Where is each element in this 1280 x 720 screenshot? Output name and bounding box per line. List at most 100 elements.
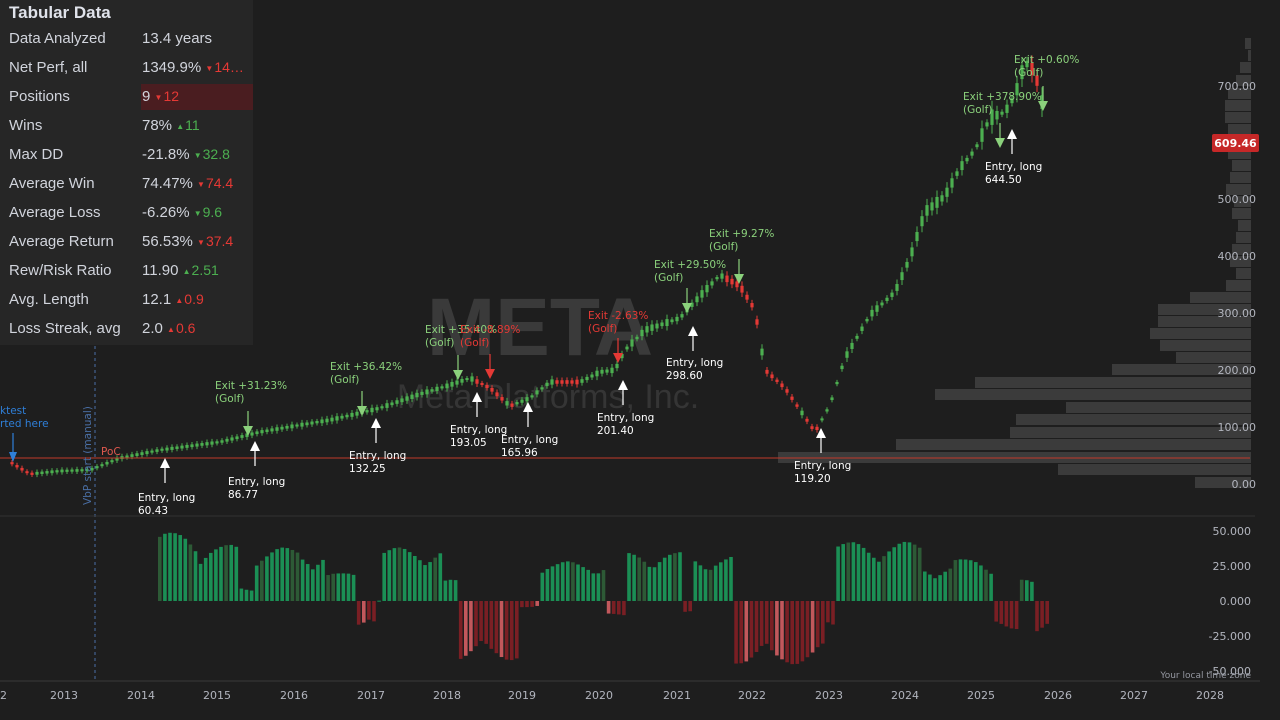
histogram-bar bbox=[560, 562, 565, 601]
histogram-bar bbox=[433, 557, 437, 601]
oscillator-axis[interactable]: 50.000 25.000 0.000 -25.000 -50.000 bbox=[1209, 525, 1251, 678]
candle bbox=[525, 397, 529, 402]
histogram-bar bbox=[183, 538, 188, 601]
histogram-bar bbox=[413, 555, 417, 601]
histogram-bar bbox=[239, 588, 244, 601]
last-price-value: 609.46 bbox=[1214, 137, 1257, 150]
histogram-bar bbox=[744, 601, 749, 662]
candle bbox=[850, 342, 854, 349]
tabular-data-panel: Tabular Data Data Analyzed 13.4 years Net … bbox=[0, 0, 253, 345]
timezone-label[interactable]: Your local time zone bbox=[1159, 671, 1251, 681]
candle bbox=[590, 374, 594, 378]
candle bbox=[820, 418, 824, 421]
volume-profile-bar bbox=[1240, 62, 1251, 73]
histogram-bar bbox=[974, 562, 978, 601]
exit-arrow-icon bbox=[682, 303, 692, 313]
time-tick: 2013 bbox=[50, 689, 78, 702]
stat-label: Net Perf, all bbox=[9, 59, 88, 76]
histogram-bar bbox=[759, 601, 764, 646]
histogram-bar bbox=[474, 601, 478, 647]
candle bbox=[545, 382, 549, 387]
candle bbox=[340, 415, 344, 419]
candle bbox=[660, 322, 664, 327]
oscillator-tick: -50.000 bbox=[1209, 665, 1251, 678]
exit-tag: (Golf) bbox=[654, 272, 683, 284]
time-tick: 2026 bbox=[1044, 689, 1072, 702]
histogram-bar bbox=[336, 573, 341, 601]
stat-value: 74.47% ▼74.4 bbox=[142, 175, 234, 192]
entry-price: 201.40 bbox=[597, 425, 634, 437]
exit-arrow-icon bbox=[734, 274, 744, 284]
histogram-bar bbox=[872, 557, 876, 601]
histogram-bar bbox=[846, 542, 851, 601]
entry-price: 644.50 bbox=[985, 174, 1022, 186]
stat-row: Avg. Length 12.1 ▲0.9 bbox=[0, 286, 253, 315]
stat-change: ▲0.9 bbox=[175, 291, 204, 307]
candle bbox=[315, 421, 319, 424]
stat-label: Average Return bbox=[9, 233, 114, 250]
entry-price: 86.77 bbox=[228, 489, 258, 501]
histogram-bar bbox=[188, 544, 193, 601]
candle bbox=[925, 205, 929, 216]
volume-profile-bar bbox=[1236, 268, 1251, 279]
histogram-bar bbox=[168, 532, 172, 601]
candle bbox=[1010, 98, 1014, 104]
time-axis[interactable]: 2 2013 2014 2015 2016 2017 2018 2019 2020 2021 202… bbox=[0, 689, 1224, 702]
histogram-bar bbox=[158, 536, 162, 601]
histogram-bar bbox=[632, 554, 636, 601]
candle bbox=[490, 387, 494, 392]
candle bbox=[145, 451, 149, 455]
candle bbox=[860, 326, 864, 331]
histogram-bar bbox=[377, 600, 381, 602]
exit-arrow-icon bbox=[243, 426, 253, 436]
histogram-bar bbox=[489, 601, 494, 649]
stat-label: Average Win bbox=[9, 175, 95, 192]
candle bbox=[1000, 111, 1004, 115]
candle bbox=[300, 422, 304, 427]
entry-arrow-icon bbox=[816, 428, 826, 438]
entry-arrow-icon bbox=[160, 458, 170, 468]
histogram-bar bbox=[795, 601, 800, 664]
candle bbox=[970, 151, 974, 156]
histogram-bar bbox=[861, 547, 866, 601]
stat-value: 11.90 ▲2.51 bbox=[142, 262, 219, 279]
volume-profile-bar bbox=[1232, 160, 1251, 171]
stat-row: Average Return 56.53% ▼37.4 bbox=[0, 228, 253, 257]
candle bbox=[930, 202, 934, 211]
histogram-bar bbox=[1045, 601, 1049, 624]
histogram-bar bbox=[882, 556, 886, 601]
candle bbox=[445, 383, 449, 389]
histogram-bar bbox=[275, 549, 279, 601]
candle bbox=[845, 351, 849, 358]
time-tick: 2019 bbox=[508, 689, 536, 702]
candle bbox=[625, 346, 629, 350]
histogram-bar bbox=[479, 601, 483, 642]
candle bbox=[275, 427, 279, 431]
histogram-bar bbox=[402, 548, 407, 601]
stat-change: ▲2.51 bbox=[182, 262, 219, 278]
histogram-bar bbox=[214, 549, 218, 601]
candle bbox=[665, 319, 669, 327]
histogram-bar bbox=[601, 570, 606, 601]
candle bbox=[695, 296, 699, 303]
stat-label: Rew/Risk Ratio bbox=[9, 262, 112, 279]
stat-value: 9 ▼12 bbox=[142, 88, 180, 105]
histogram-bar bbox=[897, 543, 902, 601]
time-tick: 2022 bbox=[738, 689, 766, 702]
candle bbox=[70, 469, 74, 472]
histogram-bar bbox=[647, 566, 652, 601]
histogram-bar bbox=[249, 590, 254, 601]
candle bbox=[495, 392, 499, 397]
oscillator-tick: -25.000 bbox=[1209, 630, 1251, 643]
entry-label: Entry, long bbox=[501, 434, 558, 446]
time-tick: 2014 bbox=[127, 689, 155, 702]
histogram-bar bbox=[285, 548, 290, 601]
candle bbox=[60, 469, 64, 473]
histogram-bar bbox=[912, 544, 917, 601]
candle bbox=[220, 440, 224, 443]
stat-label: Wins bbox=[9, 117, 43, 134]
volume-profile-bar bbox=[1230, 256, 1251, 267]
exit-arrow-icon bbox=[1038, 101, 1048, 111]
candle bbox=[375, 407, 379, 411]
